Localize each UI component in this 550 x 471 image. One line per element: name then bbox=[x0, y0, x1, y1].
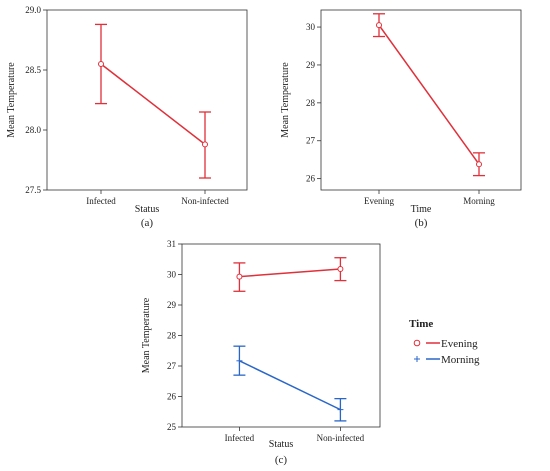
data-point bbox=[98, 61, 104, 67]
y-axis-c: 25 26 27 28 29 30 31 bbox=[167, 239, 182, 432]
chart-panel-c: 25 26 27 28 29 30 31 Infected Non-infected Stat… bbox=[141, 239, 381, 466]
x-tick-label: Infected bbox=[225, 433, 255, 443]
legend-marker-evening bbox=[413, 339, 421, 347]
x-tick-label: Non-infected bbox=[317, 433, 365, 443]
y-tick-label: 26 bbox=[167, 392, 177, 402]
series-line bbox=[100, 63, 206, 145]
x-axis-b: Evening Morning bbox=[364, 190, 495, 206]
x-axis-label-b: Time bbox=[411, 204, 432, 215]
chart-panel-a: 27.5 28.0 28.5 29.0 Infected Non-infected St… bbox=[6, 5, 248, 229]
y-tick-label: 26 bbox=[306, 174, 316, 184]
data-point bbox=[476, 161, 482, 168]
data-point bbox=[376, 22, 382, 29]
x-axis-label-c: Status bbox=[269, 439, 294, 450]
x-axis-a: Infected Non-infected bbox=[86, 190, 229, 206]
legend: Time Evening Morning bbox=[409, 318, 480, 366]
y-axis-b: 26 27 28 29 30 bbox=[306, 22, 321, 184]
legend-label-morning: Morning bbox=[441, 354, 480, 366]
y-tick-label: 30 bbox=[306, 22, 316, 32]
y-tick-label: 31 bbox=[167, 239, 176, 249]
y-tick-label: 27 bbox=[306, 136, 316, 146]
y-axis-a: 27.5 28.0 28.5 29.0 bbox=[25, 5, 47, 195]
legend-item-morning: Morning bbox=[414, 354, 480, 366]
data-point bbox=[337, 266, 344, 273]
y-tick-label: 27 bbox=[167, 361, 177, 371]
y-tick-label: 28 bbox=[306, 98, 316, 108]
x-tick-label: Non-infected bbox=[181, 196, 229, 206]
data-point bbox=[202, 141, 208, 148]
y-tick-label: 28 bbox=[167, 331, 177, 341]
plot-marks-a bbox=[95, 23, 211, 179]
panel-label-b: (b) bbox=[415, 217, 428, 229]
legend-title: Time bbox=[409, 318, 433, 330]
data-point bbox=[236, 273, 243, 280]
panel-label-a: (a) bbox=[141, 217, 154, 229]
y-tick-label: 28.0 bbox=[25, 125, 41, 135]
x-tick-label: Morning bbox=[463, 196, 495, 206]
plot-frame-c bbox=[181, 243, 381, 428]
plot-marks-b bbox=[373, 13, 485, 177]
y-tick-label: 27.5 bbox=[25, 185, 41, 195]
x-axis-label-a: Status bbox=[135, 204, 160, 215]
y-tick-label: 29 bbox=[167, 300, 177, 310]
legend-item-evening: Evening bbox=[413, 338, 478, 350]
y-tick-label: 29 bbox=[306, 60, 316, 70]
legend-label-evening: Evening bbox=[441, 338, 478, 350]
y-axis-label-c: Mean Temperature bbox=[141, 297, 152, 373]
plot-frame-b bbox=[320, 9, 522, 191]
y-tick-label: 30 bbox=[167, 270, 177, 280]
panel-label-c: (c) bbox=[275, 454, 288, 466]
x-axis-c: Infected Non-infected bbox=[225, 427, 365, 443]
y-axis-label-b: Mean Temperature bbox=[280, 62, 291, 138]
y-tick-label: 25 bbox=[167, 422, 177, 432]
y-tick-label: 28.5 bbox=[25, 65, 41, 75]
y-axis-label-a: Mean Temperature bbox=[6, 62, 17, 138]
y-tick-label: 29.0 bbox=[25, 5, 41, 15]
series-line bbox=[378, 24, 480, 165]
plot-frame-a bbox=[46, 9, 248, 191]
x-tick-label: Infected bbox=[86, 196, 116, 206]
series-line bbox=[239, 360, 341, 411]
x-tick-label: Evening bbox=[364, 196, 394, 206]
plot-marks-c bbox=[233, 257, 347, 422]
series-line bbox=[239, 268, 341, 278]
chart-panel-b: 26 27 28 29 30 Evening Morning Time Mean Temp… bbox=[280, 9, 522, 229]
